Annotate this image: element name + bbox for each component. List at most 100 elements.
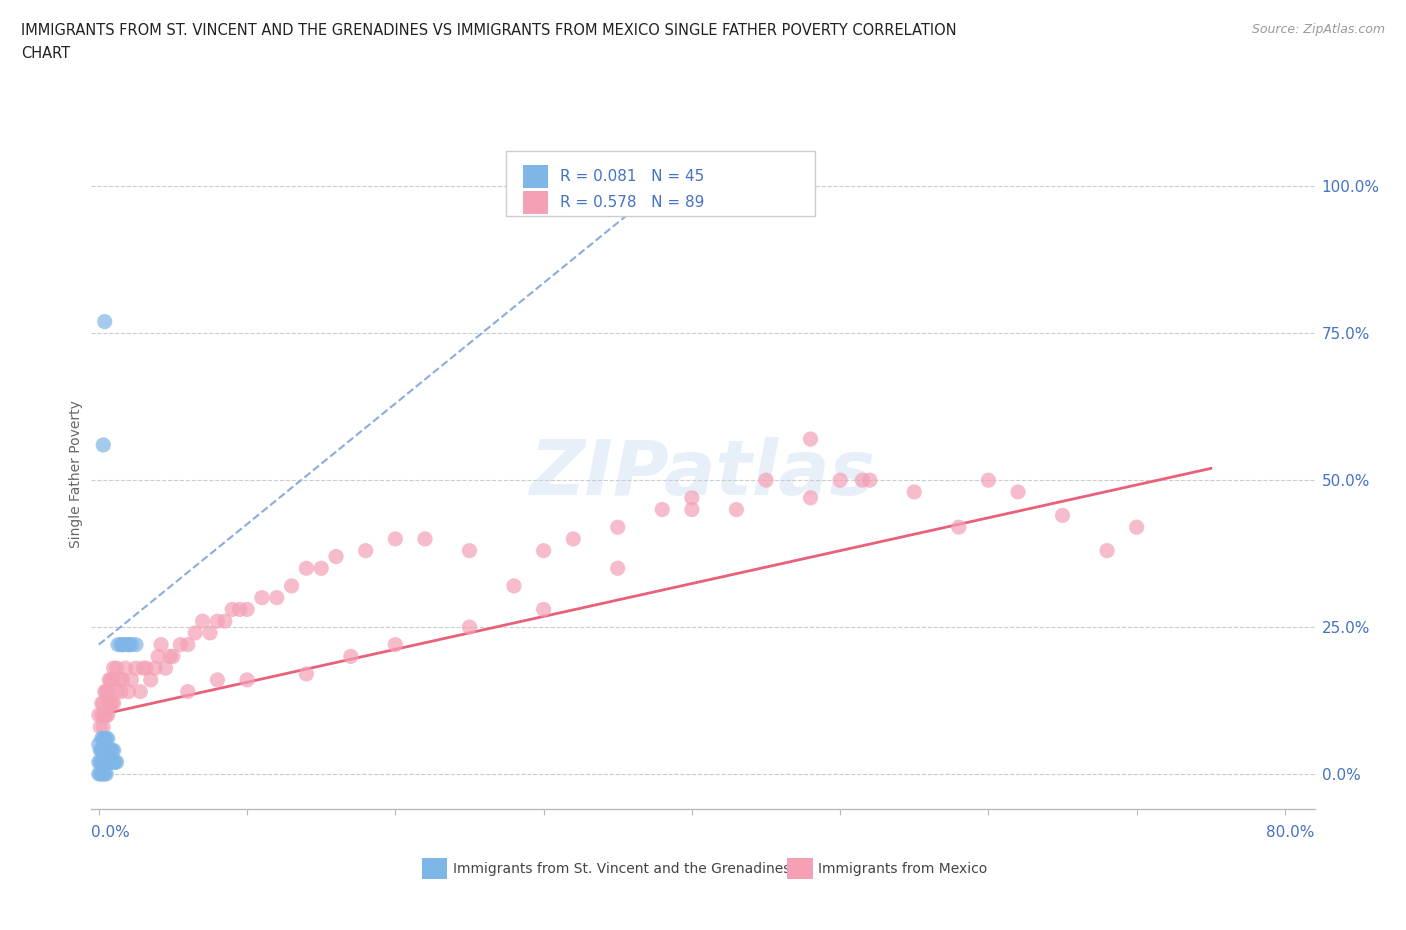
Point bbox=[91, 696, 114, 711]
Point bbox=[87, 708, 110, 723]
Point bbox=[117, 684, 139, 699]
Point bbox=[101, 743, 124, 758]
Point bbox=[89, 754, 111, 769]
Point bbox=[207, 614, 229, 629]
Point bbox=[606, 561, 628, 576]
Point bbox=[221, 602, 243, 617]
Point bbox=[90, 766, 112, 781]
Text: R = 0.081   N = 45: R = 0.081 N = 45 bbox=[560, 169, 704, 184]
Point bbox=[117, 637, 139, 652]
Point bbox=[295, 667, 318, 682]
Point bbox=[96, 743, 118, 758]
Point bbox=[101, 696, 124, 711]
Point bbox=[93, 743, 115, 758]
Point bbox=[98, 754, 121, 769]
Point bbox=[103, 743, 125, 758]
Point bbox=[830, 472, 852, 487]
Point bbox=[110, 637, 132, 652]
Point bbox=[177, 637, 200, 652]
Point bbox=[90, 743, 112, 758]
Point bbox=[132, 660, 155, 675]
Point bbox=[98, 696, 121, 711]
Point bbox=[458, 543, 481, 558]
Point bbox=[280, 578, 302, 593]
Point bbox=[135, 660, 157, 675]
Point bbox=[100, 754, 122, 769]
Point bbox=[184, 626, 207, 641]
Point bbox=[129, 684, 152, 699]
Point bbox=[207, 672, 229, 687]
Point bbox=[89, 743, 111, 758]
Point bbox=[96, 684, 118, 699]
Point bbox=[198, 626, 221, 641]
Point bbox=[503, 578, 526, 593]
Point bbox=[155, 660, 177, 675]
Point bbox=[105, 754, 128, 769]
Point bbox=[562, 531, 585, 546]
Point bbox=[977, 472, 1000, 487]
Point bbox=[91, 720, 114, 735]
Point bbox=[169, 637, 191, 652]
Text: Source: ZipAtlas.com: Source: ZipAtlas.com bbox=[1251, 23, 1385, 36]
Point bbox=[1052, 508, 1074, 523]
Point bbox=[98, 743, 121, 758]
Point bbox=[87, 737, 110, 752]
Y-axis label: Single Father Poverty: Single Father Poverty bbox=[69, 400, 83, 549]
Point bbox=[125, 660, 148, 675]
Point bbox=[681, 490, 703, 505]
Point bbox=[114, 660, 136, 675]
Point bbox=[93, 754, 115, 769]
Point bbox=[651, 502, 673, 517]
Point bbox=[96, 766, 118, 781]
Point bbox=[159, 649, 181, 664]
Point bbox=[725, 502, 748, 517]
Point bbox=[87, 754, 110, 769]
Point bbox=[191, 614, 214, 629]
Point bbox=[139, 672, 162, 687]
Point bbox=[105, 684, 128, 699]
Point bbox=[91, 743, 114, 758]
Point bbox=[90, 731, 112, 746]
Point bbox=[96, 754, 118, 769]
Point bbox=[90, 696, 112, 711]
Point bbox=[143, 660, 166, 675]
Point bbox=[93, 684, 115, 699]
Point bbox=[799, 490, 821, 505]
Point bbox=[103, 696, 125, 711]
Point bbox=[97, 684, 120, 699]
Point bbox=[755, 472, 778, 487]
Point bbox=[177, 684, 200, 699]
Point bbox=[325, 549, 347, 564]
Point bbox=[89, 720, 111, 735]
Point bbox=[533, 602, 555, 617]
Point bbox=[101, 754, 124, 769]
Point bbox=[120, 637, 142, 652]
Point bbox=[98, 672, 121, 687]
Point bbox=[89, 766, 111, 781]
Point bbox=[236, 672, 259, 687]
Point bbox=[799, 432, 821, 446]
Text: R = 0.578   N = 89: R = 0.578 N = 89 bbox=[560, 195, 704, 210]
Point bbox=[87, 766, 110, 781]
Point bbox=[903, 485, 925, 499]
Text: CHART: CHART bbox=[21, 46, 70, 61]
Point bbox=[236, 602, 259, 617]
Point bbox=[851, 472, 873, 487]
Text: IMMIGRANTS FROM ST. VINCENT AND THE GRENADINES VS IMMIGRANTS FROM MEXICO SINGLE : IMMIGRANTS FROM ST. VINCENT AND THE GREN… bbox=[21, 23, 956, 38]
Point bbox=[125, 637, 148, 652]
Text: 80.0%: 80.0% bbox=[1267, 825, 1315, 840]
Point bbox=[295, 561, 318, 576]
Point bbox=[91, 437, 114, 452]
Point bbox=[103, 754, 125, 769]
Point bbox=[1007, 485, 1029, 499]
Point bbox=[97, 743, 120, 758]
Point bbox=[458, 619, 481, 634]
Point bbox=[90, 754, 112, 769]
Point bbox=[384, 531, 406, 546]
Point bbox=[228, 602, 250, 617]
Point bbox=[107, 637, 129, 652]
Point bbox=[91, 754, 114, 769]
Point bbox=[250, 591, 273, 605]
Point bbox=[120, 672, 142, 687]
Point bbox=[105, 660, 128, 675]
